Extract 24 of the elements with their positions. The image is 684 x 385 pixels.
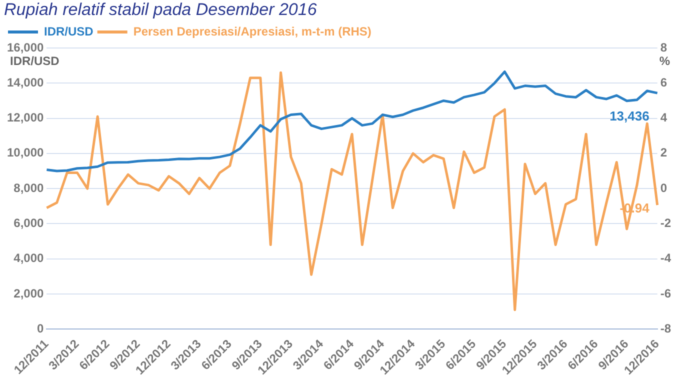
y2-tick-label: -4 xyxy=(660,251,672,266)
legend-label: IDR/USD xyxy=(44,24,94,38)
data-label: 13,436 xyxy=(610,108,650,124)
y-tick-label: 0 xyxy=(37,321,44,336)
y-tick-label: 14,000 xyxy=(7,75,44,90)
y-tick-label: 8,000 xyxy=(14,180,44,195)
y-tick-label: 10,000 xyxy=(7,146,44,160)
y2-tick-label: -6 xyxy=(660,286,672,300)
y2-tick-label: 2 xyxy=(660,146,668,160)
y2-tick-label: 4 xyxy=(660,110,668,125)
y-tick-label: 12,000 xyxy=(7,110,44,125)
y-tick-label: 6,000 xyxy=(14,216,44,230)
y-tick-label: 2,000 xyxy=(14,286,44,300)
legend-label: Persen Depresiasi/Apresiasi, m-t-m (RHS) xyxy=(133,24,372,38)
y2-tick-label: 0 xyxy=(660,180,668,195)
y2-tick-label: -8 xyxy=(660,321,672,336)
y-tick-label: 4,000 xyxy=(14,251,44,266)
chart-title: Rupiah relatif stabil pada Desember 2016 xyxy=(4,0,317,20)
y2-axis-title: % xyxy=(659,54,670,68)
y-axis-title: IDR/USD xyxy=(10,54,60,68)
y2-tick-label: -2 xyxy=(660,216,672,230)
y-tick-label: 16,000 xyxy=(7,40,44,54)
y2-tick-label: 6 xyxy=(660,75,668,90)
y2-tick-label: 8 xyxy=(660,40,668,54)
